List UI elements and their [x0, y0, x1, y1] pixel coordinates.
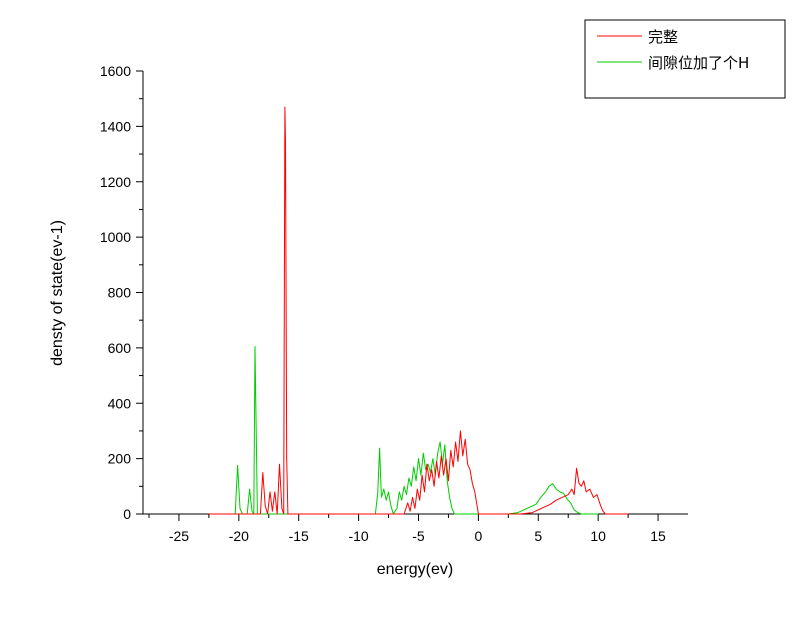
x-axis-ticks: -25 -20 -15 -10 -5 0 5 10 15	[148, 514, 666, 544]
plot-frame	[142, 71, 688, 515]
y-axis-ticks: 0 200 400 600 800 1000 1200 1400 1600	[100, 63, 143, 522]
x-tick-label: -15	[289, 528, 309, 544]
y-tick-label: 800	[108, 285, 132, 301]
series-layer	[208, 106, 629, 515]
y-tick-label: 1600	[100, 63, 131, 79]
legend-label-complete: 完整	[648, 28, 678, 46]
series-line-interstitial-h	[208, 346, 599, 515]
legend: 完整 间隙位加了个H	[584, 19, 786, 99]
x-tick-label: -10	[348, 528, 368, 544]
y-tick-label: 1000	[100, 229, 131, 245]
x-axis-title: energy(ev)	[377, 561, 453, 578]
x-tick-label: 5	[534, 528, 542, 544]
y-axis-title: densty of state(ev-1)	[49, 220, 66, 366]
x-tick-label: -25	[169, 528, 189, 544]
x-tick-label: 15	[650, 528, 666, 544]
legend-box	[584, 19, 786, 99]
x-tick-label: -20	[229, 528, 249, 544]
y-tick-label: 0	[123, 506, 131, 522]
y-tick-label: 600	[108, 340, 132, 356]
y-tick-label: 400	[108, 395, 132, 411]
y-tick-label: 200	[108, 451, 132, 467]
y-tick-label: 1400	[100, 118, 131, 134]
legend-label-interstitial-h: 间隙位加了个H	[648, 54, 749, 72]
x-tick-label: 10	[590, 528, 606, 544]
y-tick-label: 1200	[100, 174, 131, 190]
x-tick-label: -5	[412, 528, 425, 544]
series-line-complete	[208, 106, 629, 515]
x-tick-label: 0	[474, 528, 482, 544]
